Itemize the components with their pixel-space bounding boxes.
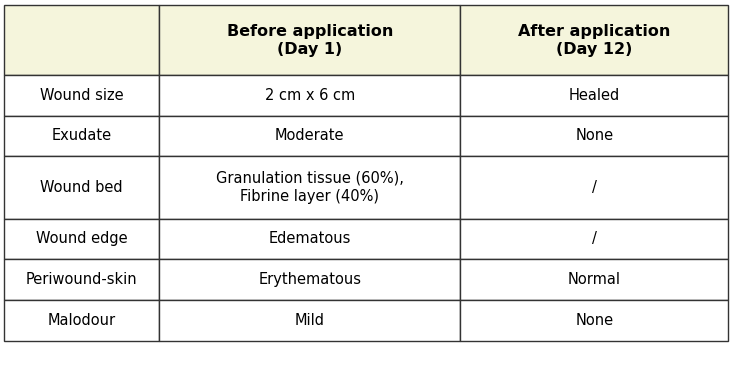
Text: /: / [592,180,597,195]
Bar [4,300,160,341]
Bar [4,259,160,300]
Bar [4,75,160,116]
Text: Healed: Healed [569,87,620,102]
Text: Mild: Mild [295,313,325,328]
Text: Normal: Normal [568,272,621,287]
Bar [4,5,160,75]
Text: None: None [575,128,613,143]
Bar [4,156,160,219]
Text: Edematous: Edematous [269,231,351,246]
Text: After application
(Day 12): After application (Day 12) [518,23,671,57]
Bar [460,300,728,341]
Bar [460,219,728,259]
Text: Moderate: Moderate [275,128,345,143]
Bar [460,5,728,75]
Bar [160,156,460,219]
Text: Wound edge: Wound edge [36,231,127,246]
Bar [160,259,460,300]
Bar [160,75,460,116]
Text: Periwound-skin: Periwound-skin [26,272,138,287]
Text: /: / [592,231,597,246]
Bar [160,116,460,156]
Bar [460,156,728,219]
Text: 2 cm x 6 cm: 2 cm x 6 cm [265,87,355,102]
Bar [460,75,728,116]
Text: None: None [575,313,613,328]
Bar [4,219,160,259]
Bar [160,219,460,259]
Text: Wound bed: Wound bed [40,180,123,195]
Text: Wound size: Wound size [40,87,124,102]
Text: Erythematous: Erythematous [258,272,362,287]
Bar [160,5,460,75]
Text: Before application
(Day 1): Before application (Day 1) [227,23,393,57]
Text: Malodour: Malodour [48,313,116,328]
Bar [160,300,460,341]
Text: Granulation tissue (60%),
Fibrine layer (40%): Granulation tissue (60%), Fibrine layer … [216,171,404,204]
Bar [4,116,160,156]
Bar [460,116,728,156]
Text: Exudate: Exudate [51,128,111,143]
Bar [460,259,728,300]
